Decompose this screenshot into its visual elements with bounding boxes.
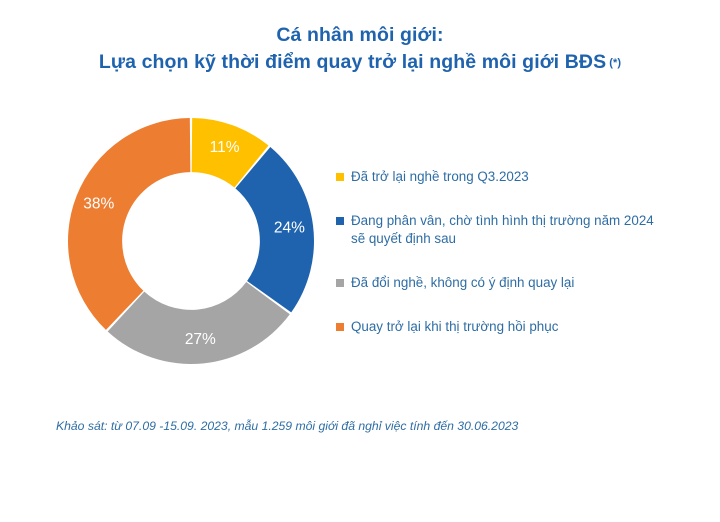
legend-item-label: Đã trở lại nghề trong Q3.2023	[351, 169, 529, 184]
page-title: Cá nhân môi giới: Lựa chọn kỹ thời điểm …	[0, 22, 720, 77]
donut-slice-value-label: 38%	[83, 196, 114, 213]
survey-footnote: Khảo sát: từ 07.09 -15.09. 2023, mẫu 1.2…	[56, 419, 519, 433]
legend-item-label: Đã đổi nghề, không có ý định quay lại	[351, 275, 575, 290]
donut-chart-svg: 11% 24% 27% 38%	[68, 118, 314, 364]
legend-item[interactable]: Đã đổi nghề, không có ý định quay lại	[336, 274, 696, 292]
legend-item-label: Quay trở lại khi thị trường hồi phục	[351, 319, 559, 334]
title-line-2-text: Lựa chọn kỹ thời điểm quay trở lại nghề …	[98, 51, 607, 73]
legend-item[interactable]: Đang phân vân, chờ tình hình thị trường …	[336, 212, 696, 248]
legend-swatch-icon	[336, 323, 344, 331]
donut-value-labels: 11% 24% 27% 38%	[83, 139, 305, 348]
title-line-2: Lựa chọn kỹ thời điểm quay trở lại nghề …	[0, 49, 720, 77]
legend-swatch-icon	[336, 173, 344, 181]
donut-slice-value-label: 11%	[210, 139, 240, 156]
legend-item[interactable]: Quay trở lại khi thị trường hồi phục	[336, 318, 696, 336]
donut-slice[interactable]	[68, 118, 191, 330]
title-footnote-marker: (*)	[609, 57, 622, 69]
chart-legend: Đã trở lại nghề trong Q3.2023 Đang phân v…	[336, 168, 696, 336]
legend-item[interactable]: Đã trở lại nghề trong Q3.2023	[336, 168, 696, 186]
donut-slice[interactable]	[191, 118, 269, 188]
donut-slice-value-label: 27%	[185, 331, 216, 348]
donut-chart: 11% 24% 27% 38%	[68, 118, 314, 364]
legend-swatch-icon	[336, 217, 344, 225]
donut-slice-value-label: 24%	[274, 220, 305, 237]
donut-slices	[68, 118, 314, 364]
donut-slice[interactable]	[107, 282, 290, 364]
legend-item-label: Đang phân vân, chờ tình hình thị trường …	[351, 213, 654, 246]
title-line-1: Cá nhân môi giới:	[276, 24, 444, 46]
legend-swatch-icon	[336, 279, 344, 287]
donut-slice[interactable]	[235, 146, 314, 313]
